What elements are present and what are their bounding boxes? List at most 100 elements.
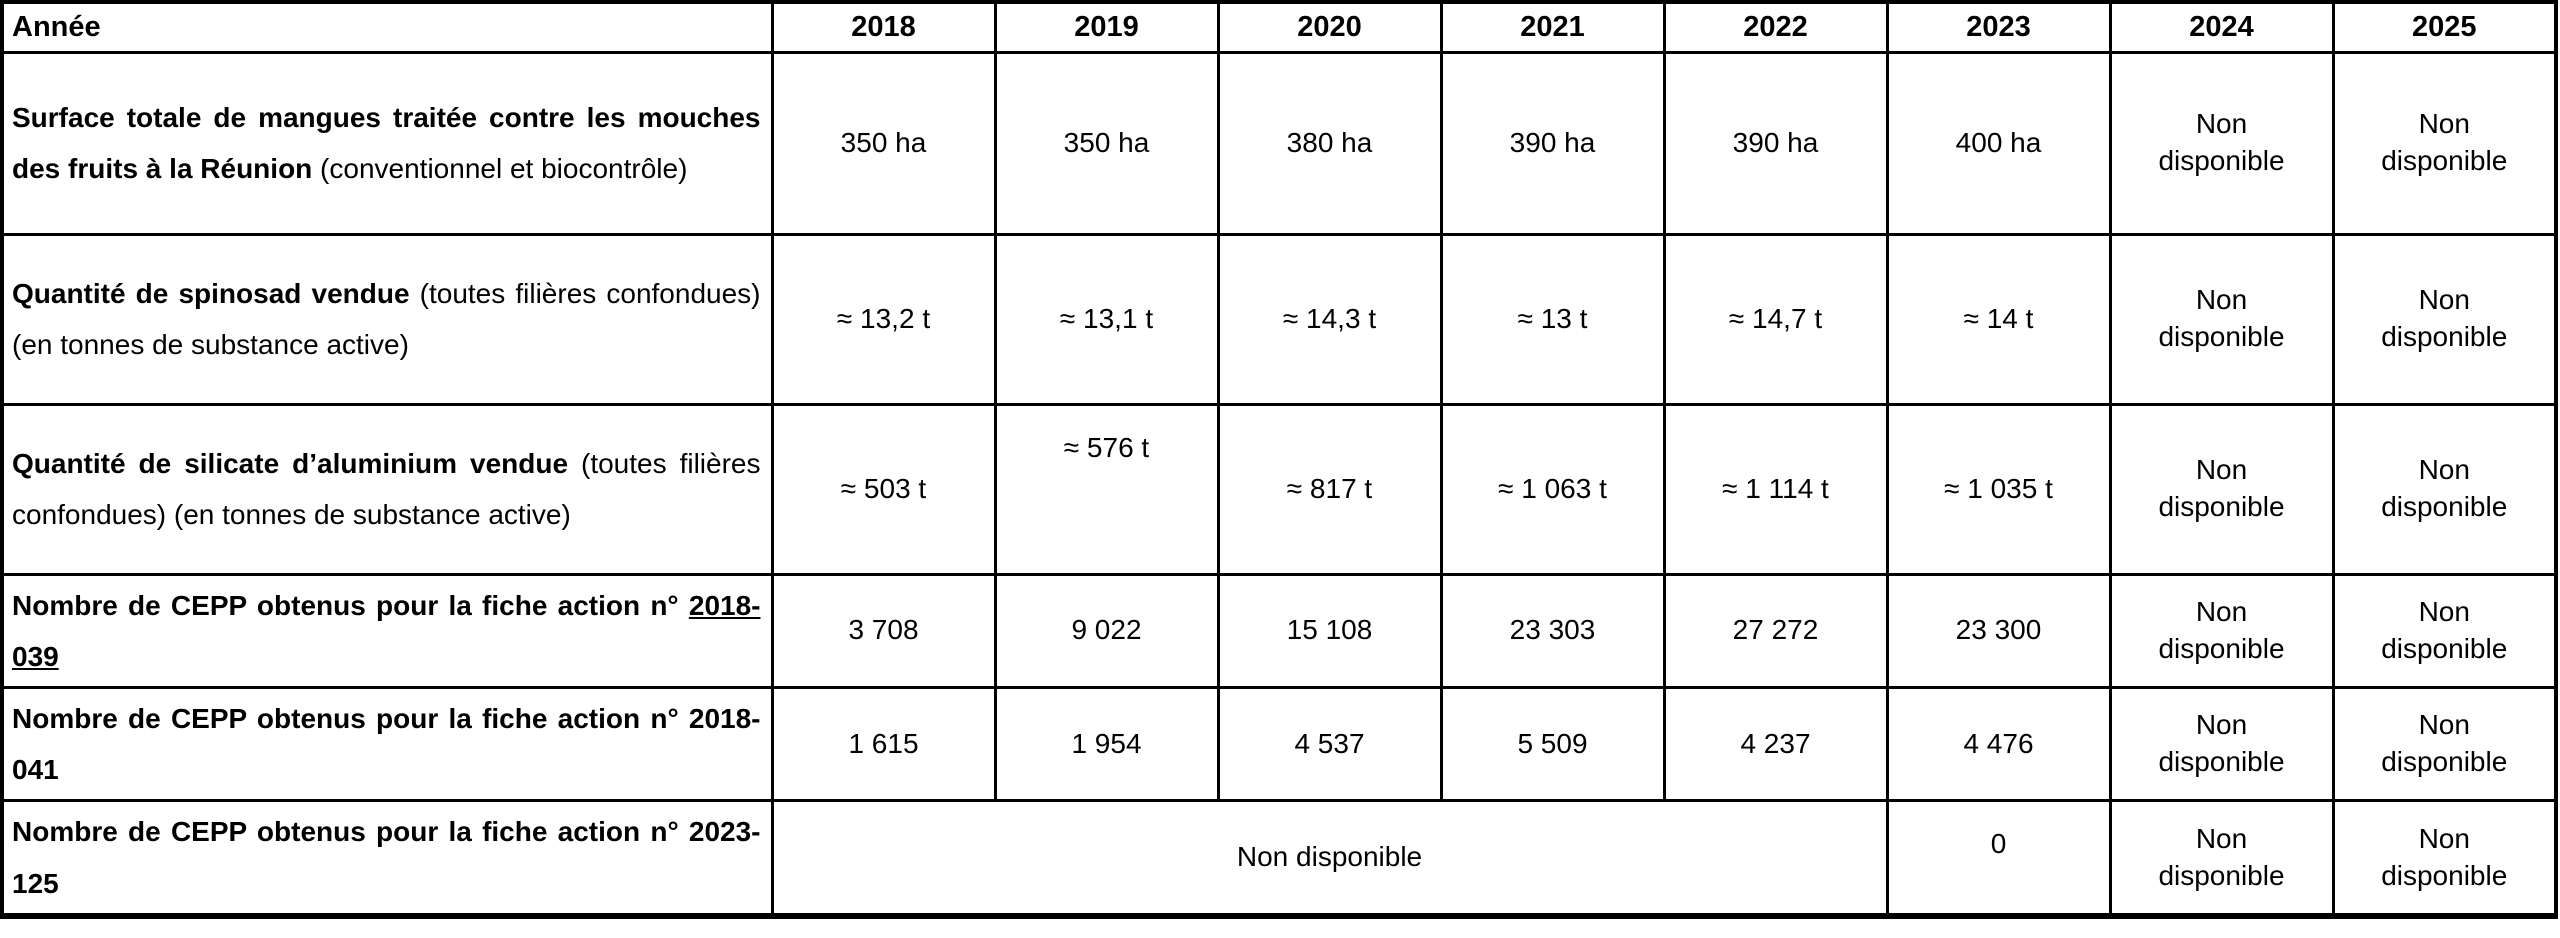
table-row: Nombre de CEPP obtenus pour la fiche act… <box>0 572 2558 689</box>
cell-value: ≈ 1 114 t <box>1722 472 1829 504</box>
table-row: Surface totale de mangues traitée contre… <box>0 50 2558 236</box>
cell-value: ≈ 13,1 t <box>1059 302 1154 334</box>
data-cell: Non disponible <box>2331 685 2558 803</box>
header-cell-year: 2019 <box>993 0 1220 54</box>
table-row: Nombre de CEPP obtenus pour la fiche act… <box>0 799 2558 918</box>
row-label-cell: Nombre de CEPP obtenus pour la fiche act… <box>0 685 774 803</box>
data-cell: Non disponible <box>2331 572 2558 689</box>
cell-value: 390 ha <box>1732 126 1819 158</box>
table-header-row: Année 2018 2019 2020 2021 2022 2023 2024 2025 <box>0 0 2558 54</box>
data-cell: 23 303 <box>1439 572 1666 689</box>
cell-value: Non disponible <box>2381 709 2508 778</box>
data-cell: Non disponible <box>770 799 1889 918</box>
data-cell: Non disponible <box>2108 50 2335 236</box>
indicator-table: Année 2018 2019 2020 2021 2022 2023 2024 2025 Su… <box>0 0 2558 919</box>
cell-value: ≈ 14,7 t <box>1728 302 1823 334</box>
cell-value: 400 ha <box>1955 126 2042 158</box>
data-cell: Non disponible <box>2331 402 2558 576</box>
cell-value: 4 476 <box>1963 727 2034 759</box>
cell-value: 23 300 <box>1955 614 2042 646</box>
cell-value: Non disponible <box>2381 284 2508 352</box>
table-body: Surface totale de mangues traitée contre… <box>0 50 2558 918</box>
data-cell: ≈ 14,3 t <box>1216 232 1443 406</box>
row-label-text: 2018-039 <box>12 589 761 672</box>
cell-value: 350 ha <box>840 126 927 158</box>
cell-value: Non disponible <box>2158 595 2285 664</box>
cell-value: 1 954 <box>1071 727 1142 759</box>
data-cell: 4 476 <box>1885 685 2112 803</box>
cell-value: Non disponible <box>2381 822 2508 891</box>
data-cell: 9 022 <box>993 572 1220 689</box>
data-cell: 350 ha <box>770 50 997 236</box>
cell-value: Non disponible <box>2158 454 2285 522</box>
data-cell: ≈ 1 035 t <box>1885 402 2112 576</box>
data-cell: Non disponible <box>2108 685 2335 803</box>
row-label-cell: Nombre de CEPP obtenus pour la fiche act… <box>0 799 774 918</box>
data-cell: Non disponible <box>2108 232 2335 406</box>
data-cell: ≈ 13,1 t <box>993 232 1220 406</box>
data-cell: Non disponible <box>2108 402 2335 576</box>
header-cell-year: 2025 <box>2331 0 2558 54</box>
cell-value: ≈ 503 t <box>840 472 927 504</box>
data-cell: 390 ha <box>1439 50 1666 236</box>
data-cell: 5 509 <box>1439 685 1666 803</box>
cell-value: ≈ 1 035 t <box>1944 472 2053 504</box>
data-cell: Non disponible <box>2331 799 2558 918</box>
data-cell: 23 300 <box>1885 572 2112 689</box>
data-cell: Non disponible <box>2108 572 2335 689</box>
cell-value: Non disponible <box>2158 822 2285 891</box>
data-cell: ≈ 817 t <box>1216 402 1443 576</box>
row-label-cell: Surface totale de mangues traitée contre… <box>0 50 774 236</box>
data-cell: 350 ha <box>993 50 1220 236</box>
cell-value: Non disponible <box>2381 595 2508 664</box>
row-label-cell: Nombre de CEPP obtenus pour la fiche act… <box>0 572 774 689</box>
header-cell-annee: Année <box>0 0 774 54</box>
cell-value: Non disponible <box>2381 454 2508 522</box>
cell-value: ≈ 817 t <box>1286 472 1373 504</box>
data-cell: ≈ 13 t <box>1439 232 1666 406</box>
cell-value: Non disponible <box>1236 841 1423 873</box>
cell-value: 350 ha <box>1063 126 1150 158</box>
data-cell: ≈ 576 t <box>993 402 1220 576</box>
cell-value: ≈ 14,3 t <box>1282 302 1377 334</box>
cell-value: 4 237 <box>1740 727 1811 759</box>
data-cell: Non disponible <box>2331 50 2558 236</box>
header-cell-year: 2024 <box>2108 0 2335 54</box>
data-cell: ≈ 503 t <box>770 402 997 576</box>
row-label-cell: Quantité de silicate d’aluminium vendue … <box>0 402 774 576</box>
cell-value: 380 ha <box>1286 126 1373 158</box>
data-cell: 4 537 <box>1216 685 1443 803</box>
data-cell: 390 ha <box>1662 50 1889 236</box>
row-label-text: (toutes filières confondues) (en tonnes … <box>12 277 761 360</box>
header-cell-year: 2021 <box>1439 0 1666 54</box>
data-cell: ≈ 1 063 t <box>1439 402 1666 576</box>
cell-value: 23 303 <box>1509 614 1596 646</box>
cell-value: ≈ 13,2 t <box>836 302 931 334</box>
data-cell: Non disponible <box>2108 799 2335 918</box>
table-row: Nombre de CEPP obtenus pour la fiche act… <box>0 685 2558 803</box>
row-label-text: Nombre de CEPP obtenus pour la fiche act… <box>12 816 761 899</box>
cell-value: 15 108 <box>1286 614 1373 646</box>
row-label-cell: Quantité de spinosad vendue (toutes fili… <box>0 232 774 406</box>
data-cell: ≈ 1 114 t <box>1662 402 1889 576</box>
cell-value: ≈ 1 063 t <box>1498 472 1607 504</box>
header-cell-year: 2022 <box>1662 0 1889 54</box>
row-label-text: Nombre de CEPP obtenus pour la fiche act… <box>12 702 761 786</box>
cell-value: 1 615 <box>848 727 919 759</box>
row-label-text: Nombre de CEPP obtenus pour la fiche act… <box>12 589 689 621</box>
data-cell: 3 708 <box>770 572 997 689</box>
cell-value: 0 <box>1990 828 2007 860</box>
data-cell: Non disponible <box>2331 232 2558 406</box>
data-cell: 380 ha <box>1216 50 1443 236</box>
cell-value: ≈ 13 t <box>1517 302 1588 334</box>
cell-value: 4 537 <box>1294 727 1365 759</box>
data-cell: ≈ 14,7 t <box>1662 232 1889 406</box>
cell-value: ≈ 576 t <box>1063 431 1150 463</box>
data-cell: 4 237 <box>1662 685 1889 803</box>
row-label-text: Surface totale de mangues traitée contre… <box>12 101 761 184</box>
cell-value: Non disponible <box>2158 709 2285 778</box>
row-label-text: (toutes filières confondues) (en tonnes … <box>12 447 761 530</box>
cell-value: Non disponible <box>2158 108 2285 176</box>
header-cell-year: 2018 <box>770 0 997 54</box>
